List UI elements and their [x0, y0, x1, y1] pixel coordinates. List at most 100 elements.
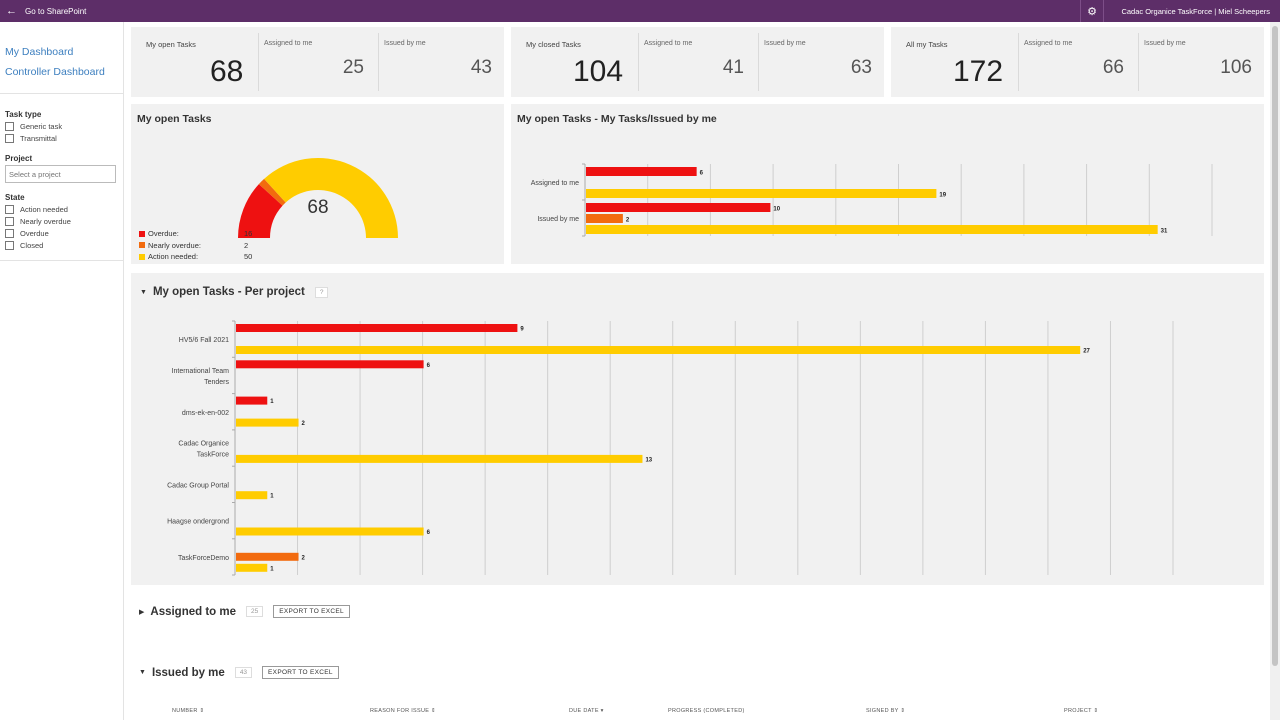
scrollbar-thumb[interactable]	[1272, 26, 1278, 666]
checkbox-box[interactable]	[5, 134, 14, 143]
checkbox-overdue[interactable]: Overdue	[5, 229, 49, 238]
gauge-title: My open Tasks	[137, 113, 212, 125]
per-project-header[interactable]: ▼ My open Tasks - Per project ?	[140, 286, 329, 298]
expand-triangle-icon[interactable]: ▶	[139, 608, 145, 616]
checkbox-transmittal[interactable]: Transmittal	[5, 134, 57, 143]
kpi-title: My closed Tasks	[526, 40, 581, 49]
gauge-total-label: 68	[307, 197, 328, 218]
checkbox-label: Action needed	[20, 205, 68, 214]
checkbox-action-needed[interactable]: Action needed	[5, 205, 68, 214]
bar[interactable]	[236, 360, 424, 369]
page-scrollbar[interactable]	[1270, 22, 1280, 720]
bar[interactable]	[236, 396, 268, 405]
column-header-progress[interactable]: PROGRESS (COMPLETED)	[668, 708, 745, 714]
bar-value-label: 9	[520, 327, 524, 333]
gear-icon[interactable]: ⚙	[1080, 0, 1104, 22]
gauge-segment	[238, 184, 283, 238]
gauge-segment	[264, 158, 398, 238]
bar[interactable]	[236, 346, 1081, 354]
my-tasks-issued-panel: My open Tasks - My Tasks/Issued by me As…	[511, 104, 1264, 264]
bar-value-label: 2	[626, 218, 630, 224]
kpi-assigned-value: 41	[722, 57, 744, 78]
legend-label: Action needed:	[148, 252, 199, 262]
assigned-count-badge: 25	[246, 606, 264, 617]
gauge-panel: My open Tasks 68 Overdue: 16 Nearly over…	[131, 104, 504, 264]
column-header-signed-by[interactable]: SIGNED BY ⇕	[866, 708, 906, 714]
bar-value-label: 2	[302, 555, 306, 561]
checkbox-label: Overdue	[20, 229, 49, 238]
divider	[378, 33, 379, 91]
gauge-legend: Overdue: 16 Nearly overdue: 2 Action nee…	[139, 228, 252, 263]
project-select-input[interactable]	[5, 165, 116, 183]
checkbox-box[interactable]	[5, 241, 14, 250]
checkbox-box[interactable]	[5, 217, 14, 226]
kpi-value: 104	[573, 55, 624, 88]
issued-section-header[interactable]: ▼ Issued by me 43 EXPORT TO EXCEL	[139, 666, 339, 679]
checkbox-box[interactable]	[5, 205, 14, 214]
per-project-panel: ▼ My open Tasks - Per project ? HV5/6 Fa…	[131, 273, 1264, 585]
kpi-title: All my Tasks	[906, 40, 948, 49]
bar[interactable]	[236, 491, 268, 500]
export-to-excel-button[interactable]: EXPORT TO EXCEL	[262, 666, 339, 679]
kpi-closed-tasks: My closed Tasks 104 Assigned to me 41 Is…	[511, 27, 884, 97]
legend-value: 50	[244, 252, 253, 262]
checkbox-label: Nearly overdue	[20, 217, 71, 226]
column-header-number[interactable]: NUMBER ⇕	[172, 708, 205, 714]
export-to-excel-button[interactable]: EXPORT TO EXCEL	[273, 605, 350, 618]
checkbox-generic-task[interactable]: Generic task	[5, 122, 62, 131]
kpi-issued-value: 106	[1220, 57, 1252, 78]
assigned-section-header[interactable]: ▶ Assigned to me 25 EXPORT TO EXCEL	[139, 605, 350, 618]
bar[interactable]	[586, 203, 771, 212]
top-bar: ← Go to SharePoint ⚙ Cadac Organice Task…	[0, 0, 1280, 22]
kpi-open-tasks: My open Tasks 68 Assigned to me 25 Issue…	[131, 27, 504, 97]
bar[interactable]	[586, 214, 623, 223]
column-header-project[interactable]: PROJECT ⇕	[1064, 708, 1099, 714]
category-label: Cadac Group Portal	[167, 482, 229, 489]
category-label: dms-ek-en-002	[182, 410, 229, 417]
legend-swatch	[139, 230, 145, 237]
category-label: Assigned to me	[531, 180, 579, 187]
go-to-sharepoint-link[interactable]: ← Go to SharePoint	[6, 0, 86, 22]
bar[interactable]	[236, 552, 299, 561]
legend-swatch	[139, 253, 145, 260]
chart-title: My open Tasks - My Tasks/Issued by me	[517, 113, 717, 125]
bar[interactable]	[586, 167, 697, 176]
checkbox-box[interactable]	[5, 229, 14, 238]
bar[interactable]	[586, 225, 1158, 234]
bar[interactable]	[236, 563, 268, 572]
column-header-due-date[interactable]: DUE DATE ▾	[569, 708, 604, 714]
checkbox-box[interactable]	[5, 122, 14, 131]
help-icon[interactable]: ?	[314, 286, 329, 298]
go-to-sharepoint-label: Go to SharePoint	[25, 6, 87, 16]
checkbox-closed[interactable]: Closed	[5, 241, 43, 250]
gauge-segment	[258, 178, 286, 206]
bar[interactable]	[236, 454, 643, 463]
divider	[0, 93, 124, 94]
legend-swatch	[139, 242, 145, 249]
kpi-all-tasks: All my Tasks 172 Assigned to me 66 Issue…	[891, 27, 1264, 97]
bar[interactable]	[236, 324, 518, 332]
kpi-assigned-label: Assigned to me	[644, 40, 693, 47]
arrow-left-icon: ←	[6, 5, 17, 17]
nav-controller-dashboard[interactable]: Controller Dashboard	[5, 66, 105, 78]
checkbox-nearly-overdue[interactable]: Nearly overdue	[5, 217, 71, 226]
nav-my-dashboard[interactable]: My Dashboard	[5, 46, 74, 58]
legend-value: 2	[244, 240, 249, 250]
kpi-value: 68	[210, 55, 244, 88]
main-content: My open Tasks 68 Assigned to me 25 Issue…	[124, 22, 1270, 720]
legend-value: 16	[244, 229, 253, 239]
kpi-assigned-label: Assigned to me	[1024, 40, 1073, 47]
category-label: TaskForceDemo	[178, 555, 229, 562]
bar[interactable]	[236, 418, 299, 427]
bar-value-label: 1	[270, 399, 274, 405]
per-project-chart: HV5/6 Fall 2021 9 27 International Team Tend…	[167, 320, 1174, 576]
collapse-triangle-icon[interactable]: ▼	[139, 669, 146, 676]
column-header-reason[interactable]: REASON FOR ISSUE ⇕	[370, 708, 436, 714]
assigned-section-title: Assigned to me	[150, 605, 237, 618]
bar[interactable]	[586, 189, 937, 198]
bar[interactable]	[236, 527, 424, 536]
legend-item-action-needed: Action needed: 50	[139, 251, 252, 263]
divider	[258, 33, 259, 91]
collapse-triangle-icon[interactable]: ▼	[140, 288, 147, 296]
sidebar: My Dashboard Controller Dashboard Task t…	[0, 22, 124, 720]
